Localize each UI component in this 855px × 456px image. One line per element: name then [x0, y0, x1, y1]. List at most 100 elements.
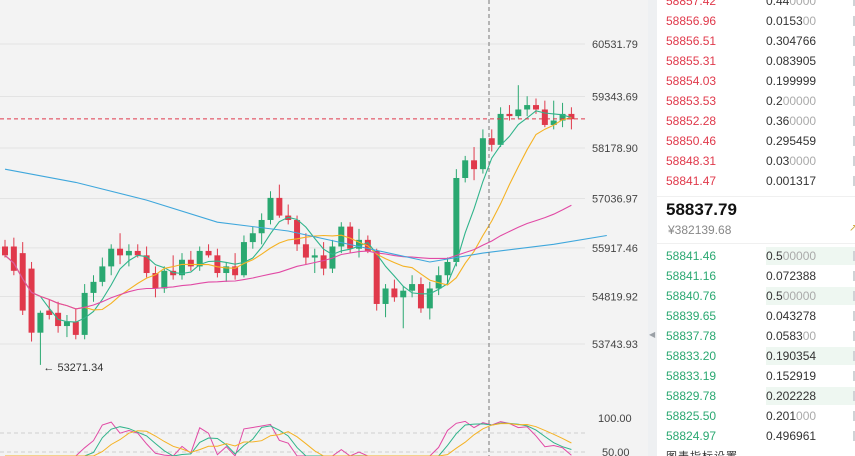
candle-body[interactable] — [471, 160, 478, 170]
candle-body[interactable] — [294, 219, 301, 245]
bid-row[interactable]: 58833.19 0.152919 — [657, 366, 855, 386]
candle-body[interactable] — [391, 288, 398, 298]
ask-row[interactable]: 58857.42 0.440000 — [657, 0, 855, 11]
bid-row[interactable]: 58824.97 0.496961 — [657, 426, 855, 446]
bid-row[interactable]: 58837.78 0.058300 — [657, 326, 855, 346]
bid-row[interactable]: 58840.76 0.500000 — [657, 286, 855, 306]
kline-chart-svg[interactable]: 60531.79 59343.69 58178.90 57036.97 55917.46… — [0, 0, 648, 456]
candle-body[interactable] — [63, 321, 70, 327]
candle-body[interactable] — [196, 250, 203, 267]
candle-body[interactable] — [125, 250, 132, 256]
candle-body[interactable] — [533, 105, 539, 110]
candle-body[interactable] — [453, 177, 460, 262]
candle-body[interactable] — [338, 226, 345, 247]
bid-row[interactable]: 58841.16 0.072388 — [657, 266, 855, 286]
candle-body[interactable] — [46, 310, 53, 316]
row-edge — [853, 251, 855, 261]
candle-body[interactable] — [81, 292, 88, 335]
row-edge — [853, 371, 855, 381]
panel-divider[interactable]: ◀ — [648, 0, 657, 456]
candle-body[interactable] — [426, 288, 433, 309]
candle-body[interactable] — [311, 255, 318, 258]
ask-row[interactable]: 58852.28 0.360000 — [657, 111, 855, 131]
candle-body[interactable] — [541, 109, 548, 125]
candle-body[interactable] — [161, 270, 168, 289]
candle-body[interactable] — [488, 138, 495, 145]
bid-row[interactable]: 58841.46 0.500000 — [657, 246, 855, 266]
candle-body[interactable] — [409, 284, 416, 291]
bid-row[interactable]: 58829.78 0.202228 — [657, 386, 855, 406]
candle-body[interactable] — [444, 261, 451, 276]
y-axis-tick-label: 59343.69 — [592, 92, 638, 104]
ask-row[interactable]: 58853.53 0.200000 — [657, 91, 855, 111]
ask-row[interactable]: 58848.31 0.030000 — [657, 151, 855, 171]
candle-body[interactable] — [134, 250, 141, 256]
ask-price: 58848.31 — [666, 154, 717, 168]
indicator-settings-link[interactable]: 图表指标设置 — [666, 448, 738, 456]
candle-body[interactable] — [37, 312, 44, 333]
bid-row[interactable]: 58833.20 0.190354 — [657, 346, 855, 366]
candle-body[interactable] — [90, 281, 97, 293]
candle-body[interactable] — [223, 266, 230, 274]
bid-price: 58825.50 — [666, 409, 717, 423]
ask-price: 58852.28 — [666, 114, 717, 128]
ask-row[interactable]: 58855.31 0.083905 — [657, 51, 855, 71]
row-edge — [853, 16, 855, 26]
kline-chart[interactable]: 60531.79 59343.69 58178.90 57036.97 55917.46… — [0, 0, 648, 456]
candle-body[interactable] — [179, 259, 185, 276]
candle-body[interactable] — [506, 113, 513, 117]
bid-row[interactable]: 58825.50 0.201000 — [657, 406, 855, 426]
bid-price: 58839.65 — [666, 309, 717, 323]
bid-amount: 0.201000 — [766, 409, 817, 423]
ask-amount: 0.360000 — [766, 114, 817, 128]
candle-body[interactable] — [258, 219, 265, 234]
candle-body[interactable] — [232, 266, 239, 276]
candle-body[interactable] — [568, 113, 575, 120]
ask-row[interactable]: 58856.51 0.304766 — [657, 31, 855, 51]
candle-body[interactable] — [214, 255, 221, 274]
ask-price: 58854.03 — [666, 74, 717, 88]
ask-row[interactable]: 58854.03 0.199999 — [657, 71, 855, 91]
candle-body[interactable] — [143, 255, 150, 274]
candle-body[interactable] — [550, 120, 557, 125]
candle-body[interactable] — [373, 250, 380, 304]
ma-blue-line — [4, 168, 607, 263]
last-price-cny: ¥382139.68 — [668, 223, 732, 237]
candle-body[interactable] — [117, 248, 124, 256]
candle-body[interactable] — [28, 268, 35, 333]
ask-row[interactable]: 58856.96 0.015300 — [657, 11, 855, 31]
bid-amount: 0.152919 — [766, 369, 817, 383]
candle-body[interactable] — [302, 244, 309, 258]
candle-body[interactable] — [72, 321, 79, 335]
candle-body[interactable] — [240, 242, 247, 276]
candle-body[interactable] — [2, 246, 8, 256]
collapse-handle-icon[interactable]: ◀ — [649, 330, 656, 339]
candle-body[interactable] — [497, 113, 504, 145]
candle-body[interactable] — [515, 109, 522, 117]
candle-body[interactable] — [19, 253, 26, 311]
candle-body[interactable] — [187, 259, 194, 267]
candle-body[interactable] — [462, 160, 469, 178]
candle-body[interactable] — [320, 255, 327, 269]
ask-row[interactable]: 58841.47 0.001317 — [657, 171, 855, 191]
candle-body[interactable] — [205, 250, 212, 256]
candle-body[interactable] — [10, 246, 17, 271]
indicator-tick-label: 50.00 — [602, 447, 630, 456]
bid-row[interactable]: 58839.65 0.043278 — [657, 306, 855, 326]
candle-body[interactable] — [108, 248, 115, 267]
candle-body[interactable] — [152, 273, 159, 289]
candle-body[interactable] — [249, 233, 256, 243]
candle-body[interactable] — [356, 239, 362, 249]
ask-row[interactable]: 58850.46 0.295459 — [657, 131, 855, 151]
candle-body[interactable] — [99, 266, 106, 282]
candle-body[interactable] — [479, 138, 486, 170]
candle-body[interactable] — [400, 290, 407, 298]
candle-body[interactable] — [435, 275, 442, 289]
candle-body[interactable] — [417, 284, 424, 309]
candle-body[interactable] — [276, 197, 283, 216]
candle-body[interactable] — [382, 288, 389, 304]
oscillator-line — [5, 420, 572, 456]
candle-body[interactable] — [559, 113, 566, 121]
candle-body[interactable] — [267, 197, 274, 220]
candle-body[interactable] — [524, 105, 531, 110]
